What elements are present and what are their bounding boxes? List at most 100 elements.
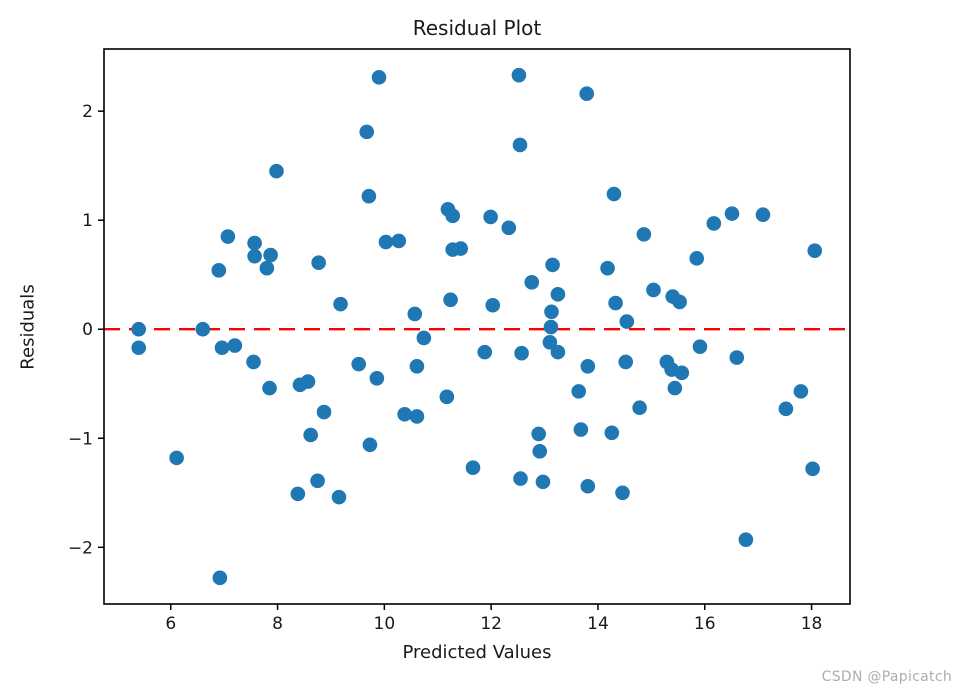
scatter-point: [550, 344, 566, 360]
scatter-point: [465, 460, 481, 476]
scatter-point: [211, 263, 227, 278]
scatter-point: [407, 306, 423, 322]
scatter-point: [619, 314, 635, 329]
scatter-point: [545, 257, 560, 273]
scatter-point: [477, 344, 493, 360]
scatter-point: [778, 401, 794, 417]
scatter-point: [535, 474, 551, 490]
scatter-point: [706, 216, 722, 231]
scatter-point: [724, 206, 740, 221]
scatter-point: [805, 461, 820, 477]
scatter-point: [333, 296, 348, 312]
scatter-point: [195, 321, 211, 337]
scatter-point: [544, 304, 559, 320]
scatter-point: [263, 247, 278, 263]
scatter-point: [259, 260, 275, 276]
scatter-point: [738, 532, 754, 547]
scatter-point: [573, 422, 589, 437]
scatter-point: [311, 255, 326, 271]
x-tick-label: 18: [801, 614, 823, 634]
scatter-point: [445, 208, 461, 224]
scatter-point: [227, 338, 243, 353]
scatter-point: [316, 404, 332, 420]
scatter-point: [378, 234, 394, 250]
scatter-point: [247, 235, 262, 251]
scatter-point: [331, 489, 347, 505]
scatter-point: [674, 365, 690, 381]
scatter-point: [729, 350, 745, 365]
scatter-point: [453, 241, 469, 256]
scatter-point: [632, 400, 647, 416]
scatter-point: [483, 209, 498, 225]
scatter-point: [646, 282, 661, 298]
scatter-point: [618, 354, 634, 370]
scatter-point: [246, 354, 261, 370]
scatter-point: [397, 406, 412, 422]
scatter-point: [606, 186, 622, 202]
scatter-point: [369, 370, 385, 386]
scatter-point: [443, 292, 458, 308]
x-axis-label: Predicted Values: [402, 642, 552, 663]
y-tick-label: 1: [82, 211, 93, 231]
scatter-point: [689, 251, 705, 266]
scatter-point: [247, 248, 262, 264]
scatter-point: [608, 295, 623, 311]
scatter-point: [362, 437, 378, 453]
x-tick-label: 6: [165, 614, 176, 634]
scatter-point: [667, 380, 683, 396]
watermark-text: CSDN @Papicatch: [821, 669, 952, 685]
scatter-point: [513, 471, 528, 486]
y-tick-label: 2: [82, 102, 93, 122]
scatter-point: [543, 319, 559, 335]
scatter-point: [416, 330, 432, 346]
y-axis-label: Residuals: [17, 284, 39, 370]
y-tick-label: 0: [82, 320, 93, 340]
x-tick-label: 14: [587, 614, 609, 634]
x-tick-label: 12: [480, 614, 502, 634]
y-tick-label: −2: [68, 538, 93, 558]
chart-title: Residual Plot: [412, 16, 542, 40]
y-tick-label: −1: [68, 429, 93, 449]
x-tick-label: 16: [694, 614, 716, 634]
scatter-point: [524, 275, 540, 290]
scatter-point: [351, 356, 367, 372]
scatter-point: [542, 335, 558, 350]
scatter-point: [310, 473, 325, 489]
scatter-point: [512, 137, 528, 153]
x-tick-label: 10: [374, 614, 396, 634]
plot-frame: [103, 48, 851, 605]
scatter-point: [303, 427, 318, 443]
scatter-point: [532, 444, 548, 459]
scatter-point: [371, 70, 387, 85]
scatter-point: [131, 340, 147, 356]
scatter-point: [755, 207, 771, 223]
scatter-point: [501, 220, 517, 236]
scatter-point: [439, 389, 455, 405]
scatter-point: [636, 227, 652, 242]
scatter-point: [262, 380, 277, 396]
scatter-point: [214, 340, 230, 356]
scatter-point: [169, 450, 184, 466]
scatter-point: [511, 67, 527, 83]
scatter-point: [692, 339, 708, 354]
scatter-point: [600, 260, 615, 276]
scatter-point: [550, 287, 566, 302]
scatter-point: [391, 233, 407, 249]
scatter-point: [485, 297, 501, 313]
scatter-point: [220, 229, 236, 244]
scatter-point: [580, 358, 596, 374]
scatter-point: [571, 384, 587, 399]
scatter-point: [212, 570, 228, 586]
scatter-point: [793, 384, 809, 399]
scatter-point: [580, 478, 596, 494]
scatter-point: [269, 163, 284, 179]
scatter-point: [604, 425, 620, 441]
scatter-point: [531, 426, 546, 442]
scatter-point: [361, 188, 377, 204]
scatter-point: [807, 243, 823, 259]
scatter-point: [409, 358, 425, 374]
x-tick-label: 8: [272, 614, 283, 634]
scatter-point: [290, 486, 306, 502]
